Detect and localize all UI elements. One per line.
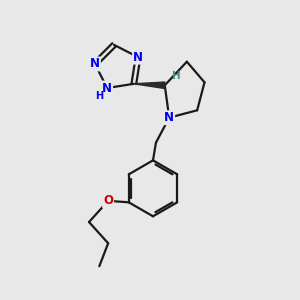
Text: H: H bbox=[95, 91, 103, 101]
Text: N: N bbox=[133, 51, 143, 64]
Text: H: H bbox=[172, 71, 180, 81]
Text: N: N bbox=[164, 111, 174, 124]
Text: N: N bbox=[90, 58, 100, 70]
Text: O: O bbox=[103, 194, 113, 207]
Text: N: N bbox=[102, 82, 112, 94]
Polygon shape bbox=[134, 82, 165, 88]
